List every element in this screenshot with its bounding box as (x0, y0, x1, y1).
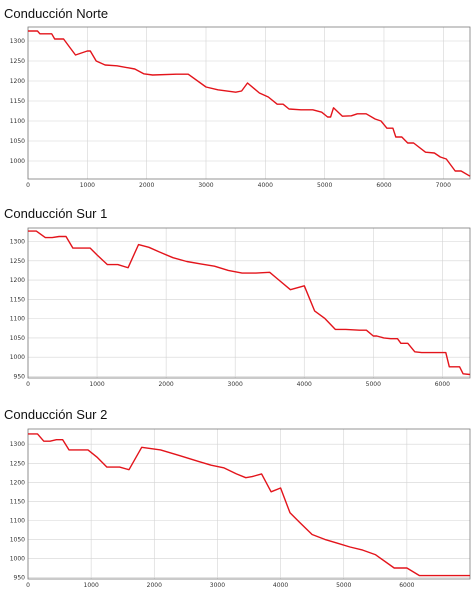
plot-frame (27, 227, 471, 379)
chart-panel-sur-2: Conducción Sur 2 0 1000 2000 3000 4000 5000 60… (0, 399, 476, 599)
y-tick-label: 1250 (10, 460, 25, 467)
chart-sur-2: 0 1000 2000 3000 4000 5000 6000 950 1000 1050 1100… (10, 428, 471, 589)
x-tick-label: 3000 (210, 582, 225, 589)
x-tick-label: 1000 (84, 582, 99, 589)
chart-panel-sur-1: Conducción Sur 1 0 1000 2000 3000 4000 5000 60… (0, 199, 476, 399)
x-tick-label: 6000 (435, 381, 450, 388)
plot-area (28, 27, 470, 179)
y-tick-label: 1050 (10, 138, 25, 145)
y-tick-label: 950 (14, 373, 26, 380)
y-tick-label: 1150 (10, 296, 25, 303)
x-tick-label: 2000 (139, 182, 154, 189)
x-tick-label: 3000 (228, 381, 243, 388)
y-tick-label: 1250 (10, 258, 25, 265)
plot-area (28, 228, 470, 378)
y-tick-label: 1250 (10, 58, 25, 65)
plot-frame (27, 26, 471, 180)
x-tick-label: 4000 (297, 381, 312, 388)
y-tick-label: 1150 (10, 98, 25, 105)
y-tick-label: 1300 (10, 441, 25, 448)
x-tick-label: 0 (26, 182, 30, 189)
x-tick-label: 4000 (273, 582, 288, 589)
series-line (28, 433, 470, 577)
y-tick-label: 1050 (10, 536, 25, 543)
x-tick-label: 5000 (336, 582, 351, 589)
x-tick-label: 1000 (80, 182, 95, 189)
chart-title: Conducción Sur 2 (4, 407, 108, 422)
x-tick-label: 4000 (258, 182, 273, 189)
y-tick-label: 1200 (10, 479, 25, 486)
x-tick-label: 3000 (198, 182, 213, 189)
y-tick-label: 1200 (10, 277, 25, 284)
x-tick-label: 5000 (317, 182, 332, 189)
chart-sur-1: 0 1000 2000 3000 4000 5000 6000 950 1000 1050 1100… (10, 227, 471, 388)
y-tick-label: 1300 (10, 38, 25, 45)
x-tick-label: 1000 (89, 381, 104, 388)
y-tick-label: 1050 (10, 335, 25, 342)
y-tick-label: 1000 (10, 354, 25, 361)
plot-area (28, 429, 470, 579)
y-tick-label: 1300 (10, 238, 25, 245)
series-line (28, 230, 471, 376)
x-tick-label: 7000 (436, 182, 451, 189)
y-tick-label: 1100 (10, 118, 25, 125)
y-tick-label: 1200 (10, 78, 25, 85)
chart-norte: 0 1000 2000 3000 4000 5000 6000 7000 1000 1050 110… (10, 26, 471, 189)
y-tick-label: 1150 (10, 498, 25, 505)
y-tick-label: 950 (14, 574, 26, 581)
x-tick-label: 0 (26, 381, 30, 388)
x-tick-label: 6000 (399, 582, 414, 589)
y-tick-label: 1000 (10, 158, 25, 165)
y-tick-label: 1000 (10, 555, 25, 562)
chart-title: Conducción Norte (4, 6, 109, 21)
x-tick-label: 2000 (147, 582, 162, 589)
chart-title: Conducción Sur 1 (4, 206, 108, 221)
x-tick-label: 2000 (158, 381, 173, 388)
y-tick-label: 1100 (10, 316, 25, 323)
plot-frame (27, 428, 471, 580)
y-tick-label: 1100 (10, 517, 25, 524)
series-line (28, 30, 471, 177)
chart-panel-norte: Conducción Norte 0 1000 2000 3000 4000 5000 60… (0, 0, 476, 199)
x-tick-label: 5000 (366, 381, 381, 388)
x-tick-label: 6000 (376, 182, 391, 189)
x-tick-label: 0 (26, 582, 30, 589)
